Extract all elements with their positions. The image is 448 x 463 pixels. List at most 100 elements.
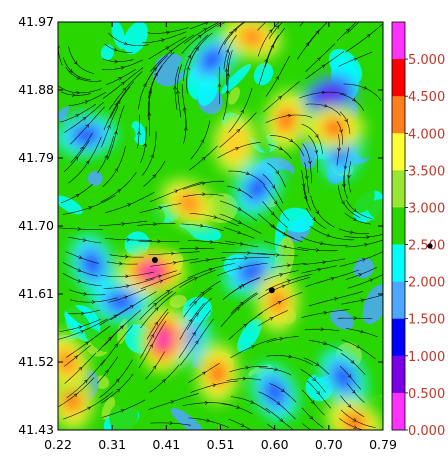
streamline xyxy=(338,51,373,67)
streamline-arrow xyxy=(113,47,118,52)
streamline-arrow xyxy=(288,354,293,359)
streamline xyxy=(178,310,211,359)
hotspot-ring xyxy=(326,122,343,134)
hotspot-ring xyxy=(280,112,292,129)
colorbar-label: 4.500 xyxy=(408,90,445,105)
streamline-arrow xyxy=(244,256,249,260)
streamline-arrow xyxy=(270,211,275,216)
streamline-arrow xyxy=(334,297,338,301)
streamline-arrow xyxy=(173,85,177,90)
streamline-arrow xyxy=(344,118,348,123)
streamline-arrow xyxy=(309,15,312,18)
streamline-arrow xyxy=(153,302,158,307)
streamline-arrow xyxy=(279,273,284,277)
streamline-arrow xyxy=(152,174,156,179)
streamline-arrow xyxy=(245,365,250,370)
streamline-arrow xyxy=(107,124,111,129)
streamline xyxy=(187,263,235,279)
streamline-arrow xyxy=(104,369,109,374)
streamline xyxy=(301,407,324,428)
streamline-arrow xyxy=(121,81,125,86)
streamline-arrow xyxy=(309,415,314,420)
field-patch xyxy=(117,318,128,344)
hotspot-ring xyxy=(60,354,73,370)
streamline-arrow xyxy=(76,90,80,95)
streamline-arrow xyxy=(78,255,83,259)
colorbar-swatch xyxy=(392,281,405,320)
streamline xyxy=(100,325,133,366)
streamline-arrow xyxy=(125,274,129,279)
streamline xyxy=(68,136,102,184)
streamline-arrow xyxy=(286,263,291,268)
streamline-arrow xyxy=(225,49,230,54)
field-patch xyxy=(368,199,383,220)
streamline xyxy=(188,362,220,383)
streamline-arrow xyxy=(282,232,287,236)
colorbar-swatch xyxy=(392,59,405,97)
streamline-arrow xyxy=(346,174,351,179)
colorbar-swatch xyxy=(392,318,405,357)
streamline-arrow xyxy=(143,142,148,147)
y-tick-label: 41.61 xyxy=(18,286,54,301)
streamline-arrow xyxy=(137,131,141,135)
streamline-arrow xyxy=(125,284,130,289)
streamline-arrow xyxy=(341,183,346,188)
streamline xyxy=(259,367,292,376)
streamline xyxy=(70,297,118,303)
streamline xyxy=(304,328,340,332)
streamline-arrow xyxy=(174,189,179,194)
streamline-arrow xyxy=(364,243,369,247)
streamline-arrow xyxy=(168,49,173,54)
streamline xyxy=(218,67,220,105)
colorbar-frame xyxy=(391,21,406,431)
field-patch xyxy=(152,108,178,138)
field-patch xyxy=(220,63,252,94)
streamline-arrow xyxy=(160,38,165,42)
streamline-arrow xyxy=(301,183,306,188)
x-tick-label: 0.51 xyxy=(207,437,235,452)
colorbar-swatch xyxy=(392,22,405,60)
streamline-arrow xyxy=(202,192,206,197)
streamline-arrow xyxy=(315,362,320,366)
streamline-arrow xyxy=(305,42,310,47)
streamline-arrow xyxy=(192,331,196,336)
streamline-arrow xyxy=(352,217,357,221)
streamline xyxy=(301,265,337,274)
streamline-arrow xyxy=(153,222,157,227)
streamline xyxy=(339,93,365,111)
streamline xyxy=(104,309,141,346)
field-patch xyxy=(60,299,90,327)
streamline-arrow xyxy=(317,433,320,436)
streamline-arrow xyxy=(353,425,358,429)
streamline-arrow xyxy=(275,25,280,29)
y-tick-label: 41.79 xyxy=(18,150,54,165)
streamline xyxy=(270,135,304,156)
streamline-arrow xyxy=(315,30,320,35)
streamline xyxy=(265,273,313,291)
streamline xyxy=(103,81,135,131)
streamline-arrow xyxy=(187,54,191,59)
streamline-arrow xyxy=(239,241,244,246)
streamline-arrow xyxy=(238,285,243,290)
streamline-arrow xyxy=(241,284,246,288)
streamline-arrow xyxy=(242,376,247,381)
streamline-arrow xyxy=(175,90,180,94)
streamline-arrow xyxy=(238,266,243,270)
streamline xyxy=(107,105,125,161)
streamline-arrow xyxy=(161,379,166,383)
streamline-arrow xyxy=(322,260,327,265)
streamline xyxy=(343,83,382,101)
streamline-arrow xyxy=(321,90,326,95)
streamline xyxy=(183,180,225,190)
streamline-arrow xyxy=(197,34,202,39)
streamline xyxy=(263,185,290,221)
streamline-arrow xyxy=(116,388,121,393)
streamline-arrow xyxy=(80,330,85,334)
colorbar-label: 1.000 xyxy=(408,350,445,365)
streamline-arrow xyxy=(159,279,164,284)
streamline-arrow xyxy=(73,393,78,398)
streamline xyxy=(108,71,143,110)
streamline-arrow xyxy=(250,345,255,349)
streamline-arrow xyxy=(276,401,281,405)
streamline-arrow xyxy=(114,343,118,348)
